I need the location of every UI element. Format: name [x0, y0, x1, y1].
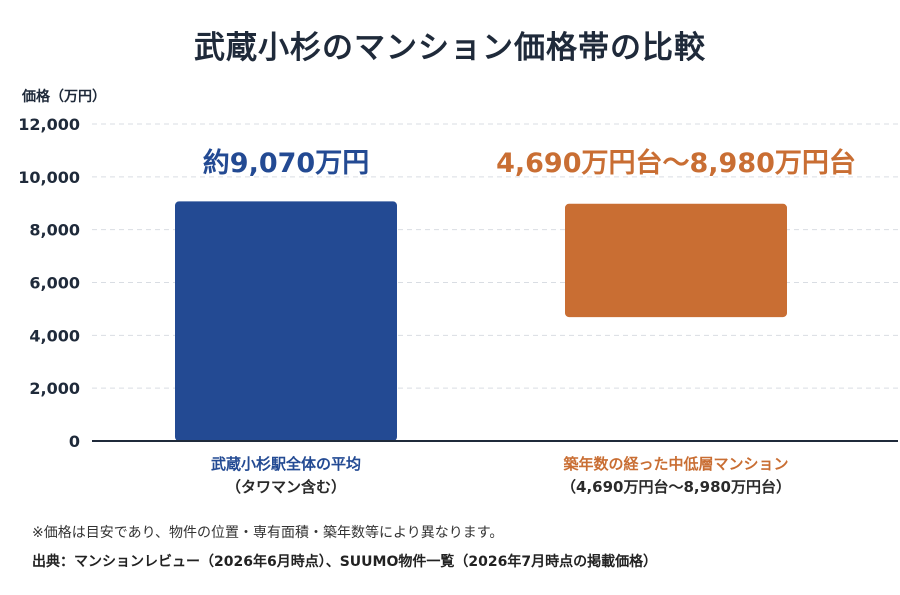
y-tick-label: 10,000 — [18, 168, 80, 187]
y-tick-labels: 0 2,000 4,000 6,000 8,000 10,000 12,000 — [18, 115, 80, 451]
bar-value-label: 4,690万円台〜8,980万円台 — [496, 147, 856, 179]
chart-title: 武蔵小杉のマンション価格帯の比較 — [194, 30, 706, 66]
x-category-label: 武蔵小杉駅全体の平均 — [211, 455, 361, 473]
x-category-labels: 武蔵小杉駅全体の平均 （タワマン含む） 築年数の経った中低層マンション （4,690万… — [211, 455, 791, 496]
price-range-chart: 価格（万円） 0 2,000 4,000 6,000 8,000 10,000 12,000… — [18, 88, 898, 496]
bars: 約9,070万円 4,690万円台〜8,980万円台 — [175, 147, 856, 441]
bar-2 — [565, 203, 787, 318]
y-tick-label: 6,000 — [29, 274, 80, 293]
y-tick-label: 8,000 — [29, 221, 80, 240]
bar-value-label: 約9,070万円 — [203, 147, 369, 179]
y-tick-label: 4,000 — [29, 326, 80, 345]
bar-1 — [175, 201, 397, 441]
x-category-sublabel: （4,690万円台〜8,980万円台） — [561, 478, 791, 496]
x-category-label: 築年数の経った中低層マンション — [562, 455, 788, 473]
source-citation: 出典：マンションレビュー（2026年6月時点）、SUUMO物件一覧（2026年7… — [32, 554, 658, 570]
footnote: ※価格は目安であり、物件の位置・専有面積・築年数等により異なります。 — [32, 525, 504, 541]
y-tick-label: 2,000 — [29, 379, 80, 398]
y-tick-label: 12,000 — [18, 115, 80, 134]
y-axis-label: 価格（万円） — [21, 88, 106, 105]
x-category-sublabel: （タワマン含む） — [226, 478, 346, 496]
y-tick-label: 0 — [69, 432, 80, 451]
